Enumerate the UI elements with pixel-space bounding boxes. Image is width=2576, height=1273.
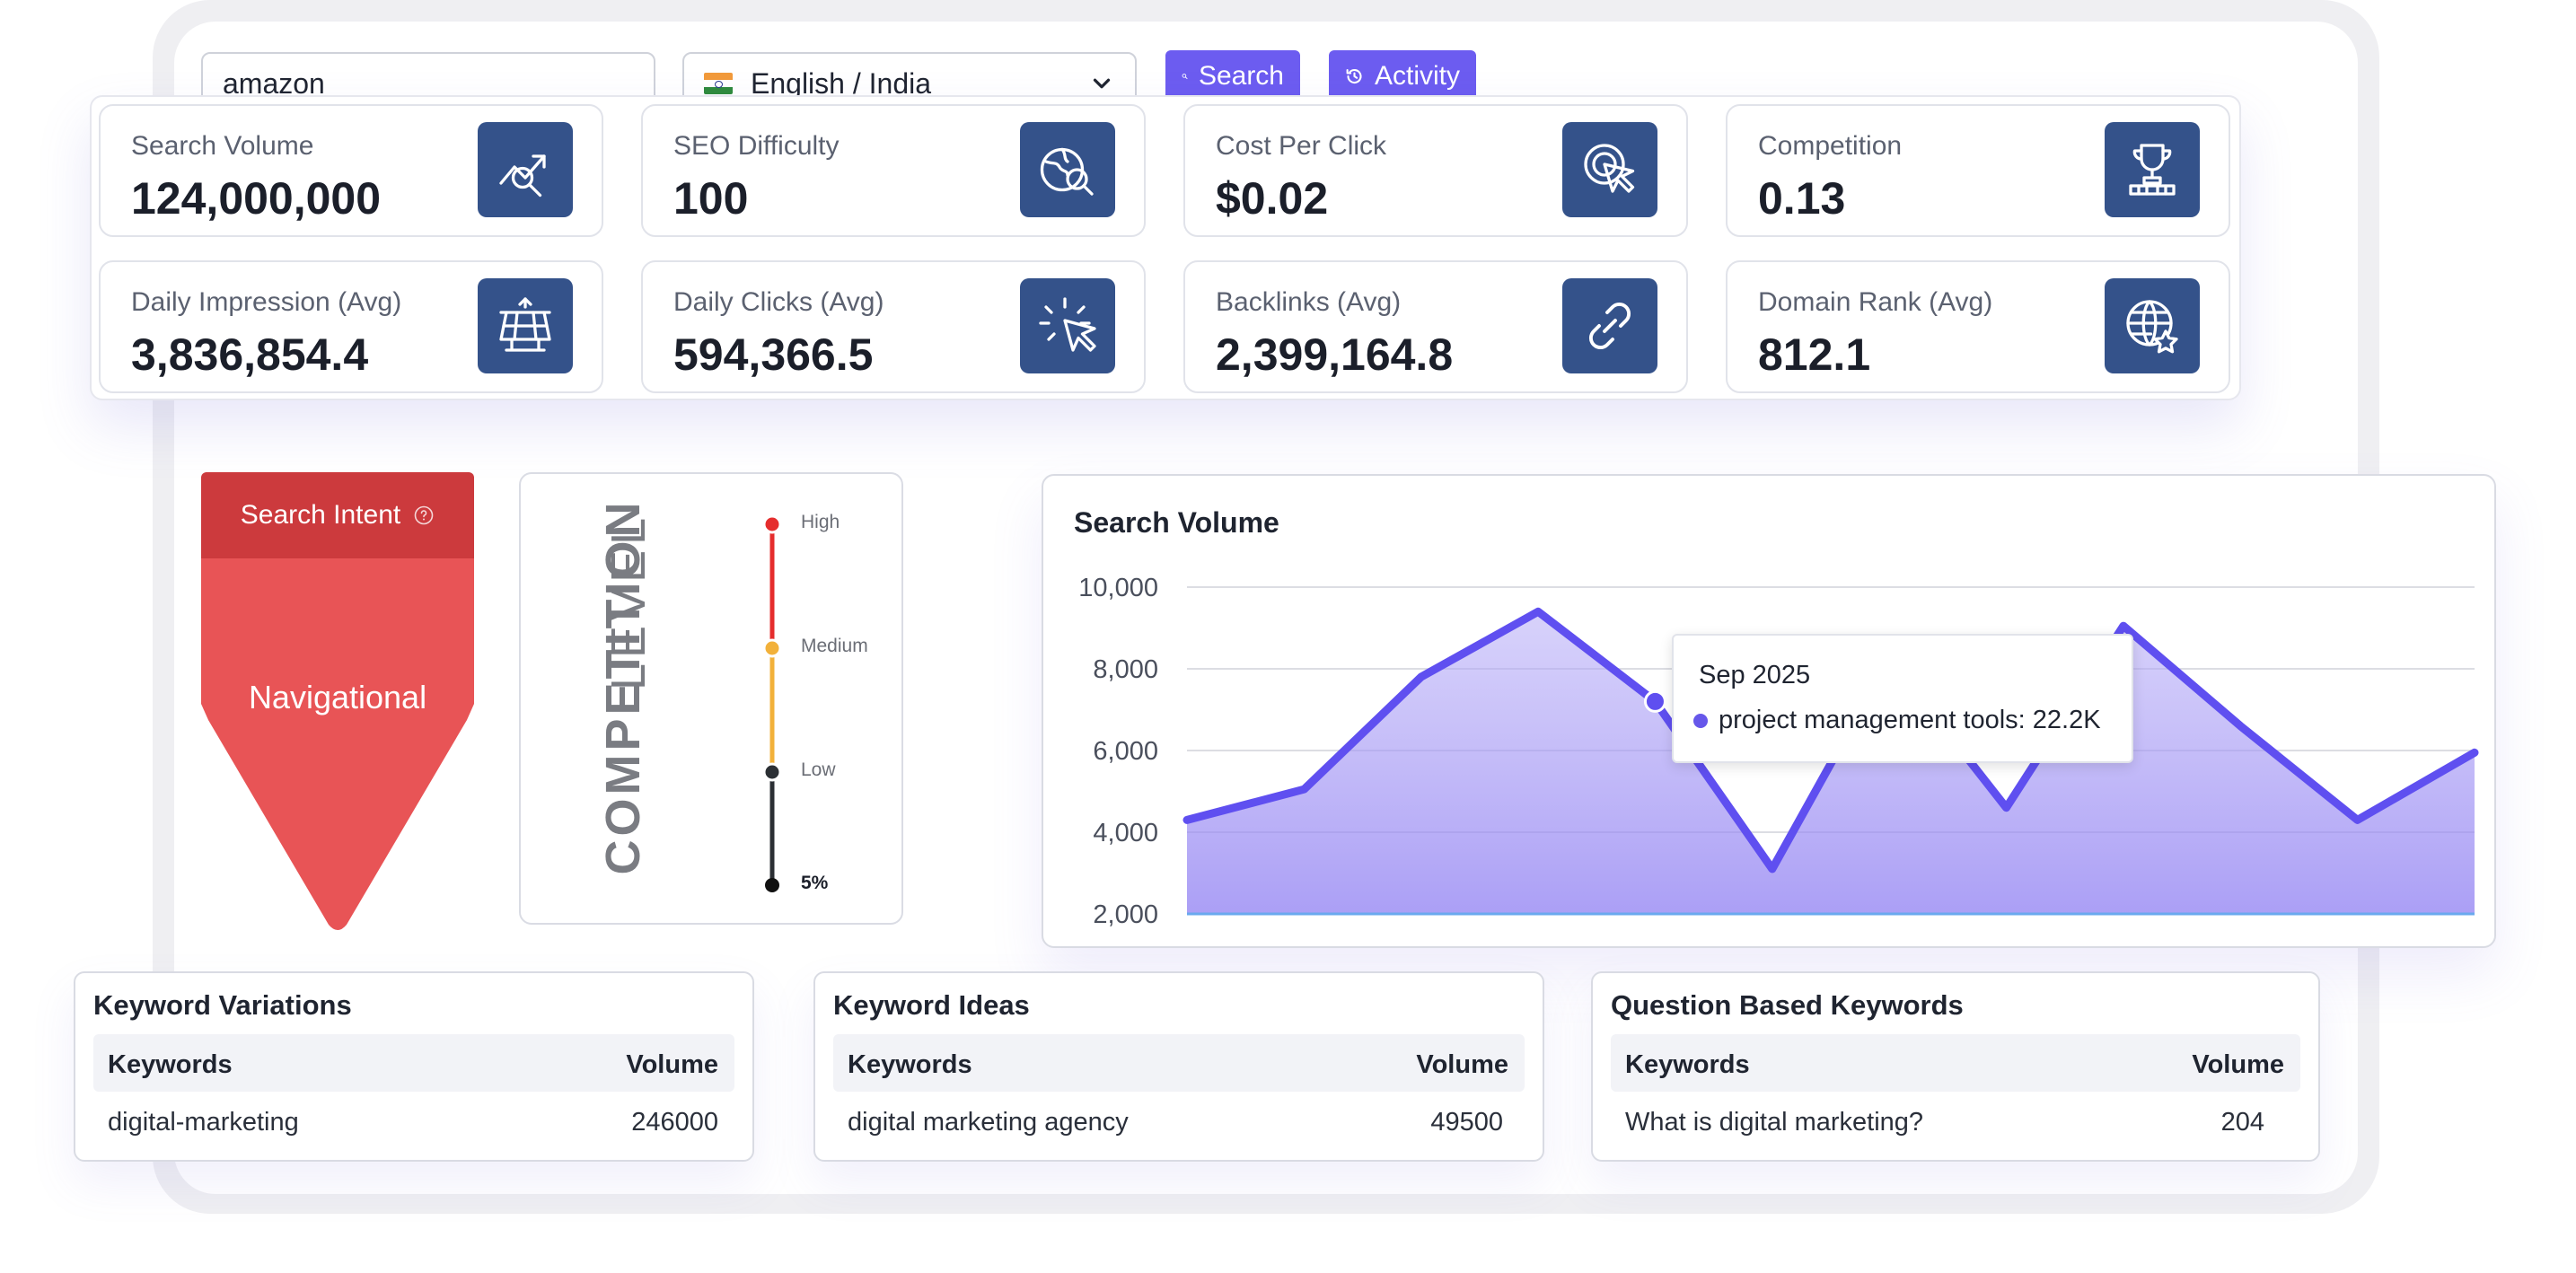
competition-scale — [762, 514, 782, 892]
table-row[interactable]: digital marketing agency 49500 — [833, 1092, 1525, 1149]
y-tick-label: 8,000 — [1093, 655, 1158, 684]
globe-search-icon — [1020, 122, 1115, 217]
keyword-cell: digital-marketing — [108, 1108, 299, 1137]
hover-point — [1643, 689, 1666, 713]
stat-value: 100 — [673, 173, 749, 224]
keywords-header: Keywords — [848, 1050, 972, 1079]
volume-cell: 204 — [2220, 1108, 2264, 1137]
stats-panel: Search Volume 124,000,000 SEO Difficulty… — [90, 95, 2241, 400]
language-label: English / India — [751, 66, 932, 100]
volume-header: Volume — [1416, 1050, 1508, 1079]
trend-search-icon — [478, 122, 573, 217]
stat-card-cost-per-click: Cost Per Click $0.02 — [1183, 104, 1688, 237]
keyword-variations-card: Keyword Variations Keywords Volume digit… — [74, 971, 754, 1162]
level-low-label: Low — [801, 759, 836, 780]
stat-value: 594,366.5 — [673, 329, 874, 380]
stat-label: SEO Difficulty — [673, 131, 840, 161]
table-header: Keywords Volume — [93, 1034, 734, 1092]
series-line — [1182, 607, 2479, 874]
stat-card-seo-difficulty: SEO Difficulty 100 — [641, 104, 1146, 237]
table-row[interactable]: What is digital marketing? 204 — [1611, 1092, 2300, 1149]
competition-level-card: COMPETITION LEVEL High Medium Low 5% — [519, 472, 903, 925]
search-icon — [1182, 74, 1188, 80]
y-tick-label: 2,000 — [1093, 900, 1158, 929]
level-high-label: High — [801, 512, 840, 532]
stat-value: 2,399,164.8 — [1216, 329, 1454, 380]
table-row[interactable]: digital-marketing 246000 — [93, 1092, 734, 1149]
stat-label: Daily Clicks (Avg) — [673, 287, 884, 317]
tooltip-series: project management tools: 22.2K — [1693, 706, 2101, 735]
stat-card-search-volume: Search Volume 124,000,000 — [99, 104, 603, 237]
globe-star-icon — [2105, 278, 2200, 373]
series-dot — [1693, 713, 1708, 728]
low-marker — [762, 762, 782, 782]
stat-value: 0.13 — [1758, 173, 1846, 224]
stat-label: Daily Impression (Avg) — [131, 287, 402, 317]
india-flag-icon — [704, 73, 733, 94]
trophy-icon — [2105, 122, 2200, 217]
stat-card-daily-impression: Daily Impression (Avg) 3,836,854.4 — [99, 260, 603, 393]
chart-tooltip: Sep 2025 project management tools: 22.2K — [1672, 634, 2133, 763]
stat-value: $0.02 — [1216, 173, 1329, 224]
volume-cell: 49500 — [1430, 1108, 1503, 1137]
billboard-icon — [478, 278, 573, 373]
keyword-ideas-title: Keyword Ideas — [833, 989, 1030, 1021]
search-button[interactable]: Search — [1165, 50, 1300, 102]
chart-title: Search Volume — [1074, 506, 1279, 539]
tooltip-date: Sep 2025 — [1699, 661, 1811, 689]
click-cursor-icon — [1562, 122, 1657, 217]
medium-marker — [762, 638, 782, 658]
table-header: Keywords Volume — [1611, 1034, 2300, 1092]
stat-label: Search Volume — [131, 131, 314, 161]
keyword-variations-title: Keyword Variations — [93, 989, 352, 1021]
activity-button[interactable]: Activity — [1329, 50, 1476, 102]
intent-arrow-shape — [201, 558, 474, 930]
keyword-cell: digital marketing agency — [848, 1108, 1129, 1137]
current-marker — [765, 878, 779, 892]
chevron-down-icon — [1093, 78, 1111, 89]
competition-current-value: 5% — [801, 873, 829, 893]
stat-label: Domain Rank (Avg) — [1758, 287, 1993, 317]
click-burst-icon — [1020, 278, 1115, 373]
keywords-header: Keywords — [108, 1050, 233, 1079]
high-marker — [762, 514, 782, 534]
y-tick-label: 10,000 — [1078, 574, 1158, 602]
stat-card-domain-rank: Domain Rank (Avg) 812.1 — [1726, 260, 2230, 393]
search-intent-title: Search Intent — [240, 500, 401, 530]
keyword-cell: What is digital marketing? — [1625, 1108, 1924, 1137]
tooltip-series-value: project management tools: 22.2K — [1719, 706, 2101, 734]
y-tick-label: 4,000 — [1093, 819, 1158, 847]
activity-button-label: Activity — [1374, 61, 1460, 91]
search-intent-value: Navigational — [248, 679, 427, 716]
stat-value: 3,836,854.4 — [131, 329, 369, 380]
stat-card-daily-clicks: Daily Clicks (Avg) 594,366.5 — [641, 260, 1146, 393]
level-medium-label: Medium — [801, 636, 868, 656]
stat-card-competition: Competition 0.13 — [1726, 104, 2230, 237]
volume-cell: 246000 — [631, 1108, 718, 1137]
stat-card-backlinks: Backlinks (Avg) 2,399,164.8 — [1183, 260, 1688, 393]
search-intent-header: Search Intent — [201, 472, 474, 558]
volume-header: Volume — [2192, 1050, 2284, 1079]
stat-label: Competition — [1758, 131, 1903, 161]
keywords-header: Keywords — [1625, 1050, 1750, 1079]
help-icon[interactable] — [413, 505, 435, 526]
stat-label: Cost Per Click — [1216, 131, 1387, 161]
volume-header: Volume — [626, 1050, 718, 1079]
question-based-keywords-card: Question Based Keywords Keywords Volume … — [1591, 971, 2320, 1162]
question-keywords-title: Question Based Keywords — [1611, 989, 1964, 1021]
y-tick-label: 6,000 — [1093, 737, 1158, 766]
search-intent-card: Search Intent Navigational — [201, 472, 474, 930]
history-icon — [1346, 68, 1362, 84]
search-volume-chart: Search Volume 10,000 8,000 6,000 4,000 2,000… — [1042, 474, 2496, 948]
stat-label: Backlinks (Avg) — [1216, 287, 1402, 317]
keyword-ideas-card: Keyword Ideas Keywords Volume digital ma… — [813, 971, 1544, 1162]
link-icon — [1562, 278, 1657, 373]
stat-value: 124,000,000 — [131, 173, 382, 224]
stat-value: 812.1 — [1758, 329, 1871, 380]
search-button-label: Search — [1198, 61, 1284, 91]
table-header: Keywords Volume — [833, 1034, 1525, 1092]
series-area — [1187, 611, 2475, 914]
